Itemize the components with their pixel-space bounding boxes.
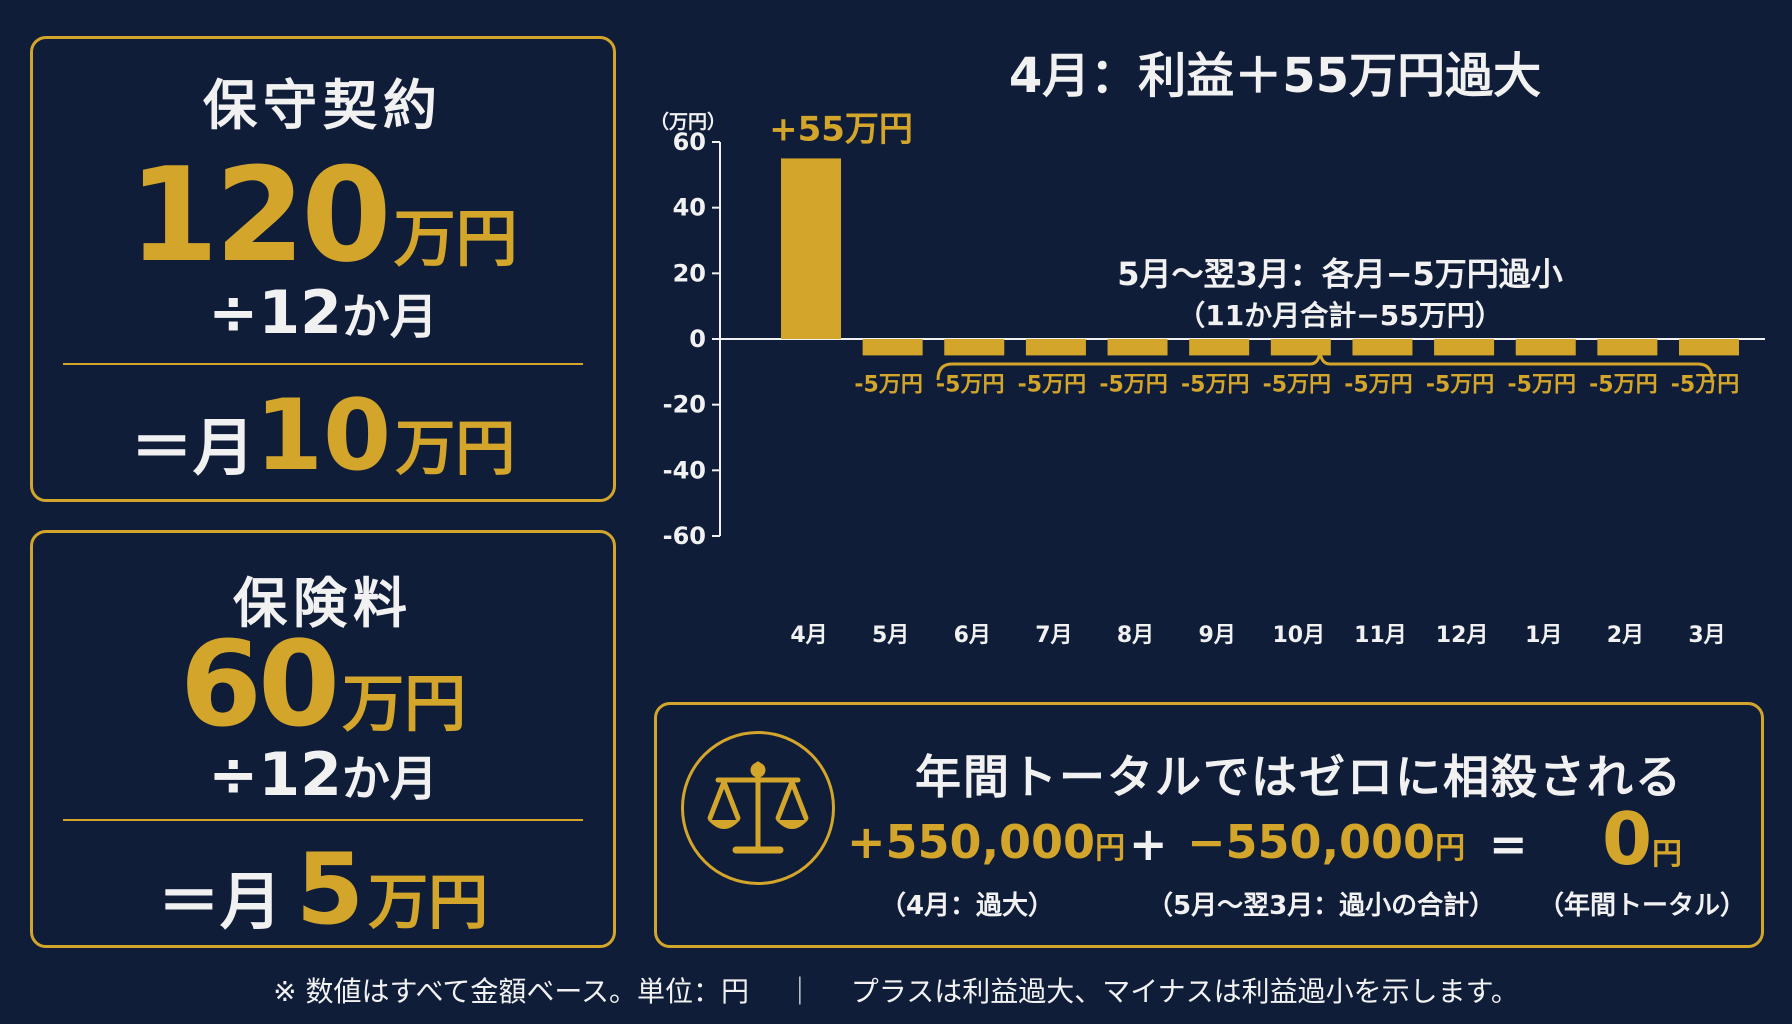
bar-2月 [1597,339,1658,356]
x-tick-label: 8月 [1117,623,1154,648]
data-label: -5万円 [854,372,922,397]
maintenance-amount: 120万円 [33,139,613,291]
x-tick-label: 10月 [1273,623,1326,648]
maintenance-amount-number: 120 [128,139,391,291]
maintenance-divider [63,363,583,365]
insurance-title: 保険料 [233,572,413,635]
insurance-result-unit: 万円 [368,868,489,938]
term-understated: −550,000円 [1187,815,1465,869]
term2-number: −550,000 [1187,815,1436,869]
bar-6月 [944,339,1005,356]
result-label: （年間トータル） [1537,891,1746,921]
bar-11月 [1352,339,1413,356]
insurance-result-prefix: ＝月 [157,865,282,938]
y-axis-label: （万円） [650,110,726,133]
insurance-divide: ÷12か月 [33,739,613,810]
data-label: -5万円 [1671,372,1739,397]
data-label: -5万円 [1589,372,1657,397]
insurance-amount: 60万円 [33,615,613,753]
maintenance-title: 保守契約 [203,74,443,137]
data-label: -5万円 [1508,372,1576,397]
bar-12月 [1434,339,1495,356]
bar-4月 [781,158,841,339]
x-tick-label: 12月 [1436,623,1489,648]
x-tick-label: 5月 [872,623,909,648]
x-tick-label: 9月 [1199,623,1236,648]
y-tick-label: -60 [663,522,706,550]
term-result: 0円 [1577,797,1707,881]
y-tick-label: 20 [673,259,706,287]
term1-unit: 円 [1095,831,1126,866]
maintenance-card: 保守契約 120万円 ÷12か月 ＝月10万円 [30,36,616,502]
annotation-line1: 5月〜翌3月：各月−5万円過小 [1117,255,1563,293]
insurance-divider [63,819,583,821]
term1-label: （4月：過大） [879,891,1055,921]
maintenance-divide-symbol: ÷12 [208,278,342,348]
maintenance-divide: ÷12か月 [33,277,613,348]
data-label: -5万円 [936,372,1004,397]
y-tick-label: 0 [689,325,706,353]
result-number: 0 [1601,797,1653,881]
term2-unit: 円 [1435,831,1466,866]
result-unit: 円 [1652,837,1683,872]
x-tick-label: 7月 [1035,623,1072,648]
y-tick-label: -40 [663,456,706,484]
data-label: -5万円 [1263,372,1331,397]
chart-title: 4月：利益＋55万円過大 [1009,48,1541,104]
term1-number: +550,000 [847,815,1096,869]
data-label: +55万円 [769,109,913,149]
insurance-card: 保険料 60万円 ÷12か月 ＝月 5万円 [30,530,616,948]
y-tick-label: 40 [673,194,706,222]
maintenance-result: ＝月10万円 [33,379,613,493]
profit-bar-chart: 4月：利益＋55万円過大 （万円） 60 40 20 0 -20 -40 -60 +55万円… [650,48,1765,648]
y-tick-label: -20 [663,391,706,419]
insurance-divide-suffix: か月 [341,751,438,807]
insurance-amount-number: 60 [179,615,340,753]
bar-10月 [1270,339,1331,356]
data-label: -5万円 [1426,372,1494,397]
total-heading: 年間トータルではゼロに相殺される [915,750,1683,804]
insurance-divide-symbol: ÷12 [208,740,342,810]
bar-7月 [1025,339,1086,356]
bar-3月 [1679,339,1739,356]
data-label: -5万円 [1181,372,1249,397]
term2-label: （5月〜翌3月：過小の合計） [1147,891,1496,921]
insurance-result-number: 5 [295,833,365,947]
annotation-line2: （11か月合計−55万円） [1177,299,1502,332]
annotation: 5月〜翌3月：各月−5万円過小 （11か月合計−55万円） [936,255,1714,381]
x-tick-label: 4月 [790,623,827,648]
annotation-brace [936,347,1714,381]
balance-scale-icon [681,731,835,885]
insurance-amount-unit: 万円 [342,667,467,740]
insurance-result: ＝月 5万円 [33,833,613,947]
bars: +55万円 -5万円 -5万円 -5万円 -5万円 -5万円 -5万円 -5万円 -5万円 -5万… [769,109,1739,397]
bar-5月 [862,339,923,356]
equals-operator: = [1489,817,1528,871]
bar-9月 [1189,339,1250,356]
data-label: -5万円 [1344,372,1412,397]
data-label: -5万円 [1018,372,1086,397]
x-tick-label: 11月 [1354,623,1407,648]
maintenance-result-prefix: ＝月 [130,411,255,484]
x-tick-label: 2月 [1607,623,1644,648]
maintenance-divide-suffix: か月 [341,289,438,345]
plus-operator: + [1129,817,1168,871]
bar-8月 [1107,339,1168,356]
bar-1月 [1515,339,1576,356]
maintenance-result-number: 10 [254,379,392,493]
data-label: -5万円 [1099,372,1167,397]
x-tick-label: 1月 [1525,623,1562,648]
annual-total-card: 年間トータルではゼロに相殺される +550,000円 + −550,000円 =… [654,702,1764,948]
term-overstated: +550,000円 [847,815,1125,869]
x-axis: 4月 5月 6月 7月 8月 9月 10月 11月 12月 1月 2月 3月 [790,623,1725,648]
y-tick-label: 60 [673,128,706,156]
footnote: ※ 数値はすべて金額ベース。単位：円 ｜ プラスは利益過大、マイナスは利益過小を… [273,975,1519,1008]
x-tick-label: 3月 [1688,623,1725,648]
maintenance-result-unit: 万円 [395,414,516,484]
maintenance-amount-unit: 万円 [393,202,518,275]
x-tick-label: 6月 [954,623,991,648]
